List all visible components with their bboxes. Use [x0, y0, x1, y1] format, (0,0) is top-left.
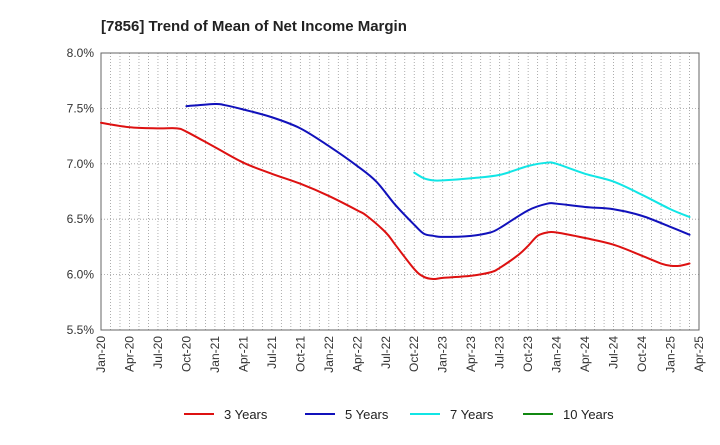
- legend-label: 10 Years: [563, 407, 614, 422]
- x-tick-label: Oct-21: [293, 336, 307, 372]
- x-tick-label: Oct-23: [521, 336, 535, 372]
- y-tick-label: 7.5%: [67, 101, 95, 115]
- x-tick-label: Jul-24: [607, 336, 621, 369]
- chart-title: [7856] Trend of Mean of Net Income Margi…: [101, 18, 407, 35]
- x-tick-label: Jan-20: [94, 336, 108, 373]
- grid: [100, 52, 700, 331]
- series-line-5-years: [185, 102, 691, 238]
- axes: 5.5% 6.0% 6.5% 7.0% 7.5% 8.0% Jan-20 Apr-20 Jul-…: [67, 46, 706, 373]
- x-tick-label: Jan-24: [550, 336, 564, 373]
- x-tick-label: Oct-22: [407, 336, 421, 372]
- x-tick-label: Jan-22: [322, 336, 336, 373]
- y-tick-label: 8.0%: [67, 46, 95, 60]
- x-tick-label: Apr-21: [236, 336, 250, 372]
- x-tick-label: Apr-22: [350, 336, 364, 372]
- x-tick-label: Jan-23: [436, 336, 450, 373]
- legend-item-3-years: 3 Years: [184, 407, 268, 422]
- legend-label: 7 Years: [450, 407, 494, 422]
- y-tick-label: 6.5%: [67, 212, 95, 226]
- series-line-3-years: [100, 121, 691, 281]
- series-lines: [100, 102, 691, 281]
- series-line-7-years: [413, 161, 691, 218]
- x-tick-label: Jul-23: [493, 336, 507, 369]
- x-tick-label: Jan-25: [664, 336, 678, 373]
- plot-frame: [100, 52, 700, 331]
- x-tick-label: Oct-20: [179, 336, 193, 372]
- plot-area: [101, 53, 699, 330]
- y-tick-label: 5.5%: [67, 323, 95, 337]
- legend-label: 3 Years: [224, 407, 268, 422]
- x-tick-label: Apr-20: [122, 336, 136, 372]
- legend-item-7-years: 7 Years: [410, 407, 494, 422]
- legend: 3 Years 5 Years 7 Years 10 Years: [184, 407, 614, 422]
- x-tick-label: Oct-24: [635, 336, 649, 372]
- x-tick-label: Apr-23: [464, 336, 478, 372]
- legend-item-5-years: 5 Years: [305, 407, 389, 422]
- x-tick-label: Jan-21: [208, 336, 222, 373]
- x-tick-label: Jul-21: [265, 336, 279, 369]
- y-tick-label: 6.0%: [67, 268, 95, 282]
- legend-label: 5 Years: [345, 407, 389, 422]
- y-tick-label: 7.0%: [67, 157, 95, 171]
- x-tick-label: Jul-22: [379, 336, 393, 369]
- legend-item-10-years: 10 Years: [523, 407, 614, 422]
- x-tick-label: Apr-24: [578, 336, 592, 372]
- x-tick-label: Jul-20: [151, 336, 165, 369]
- x-tick-label: Apr-25: [692, 336, 706, 372]
